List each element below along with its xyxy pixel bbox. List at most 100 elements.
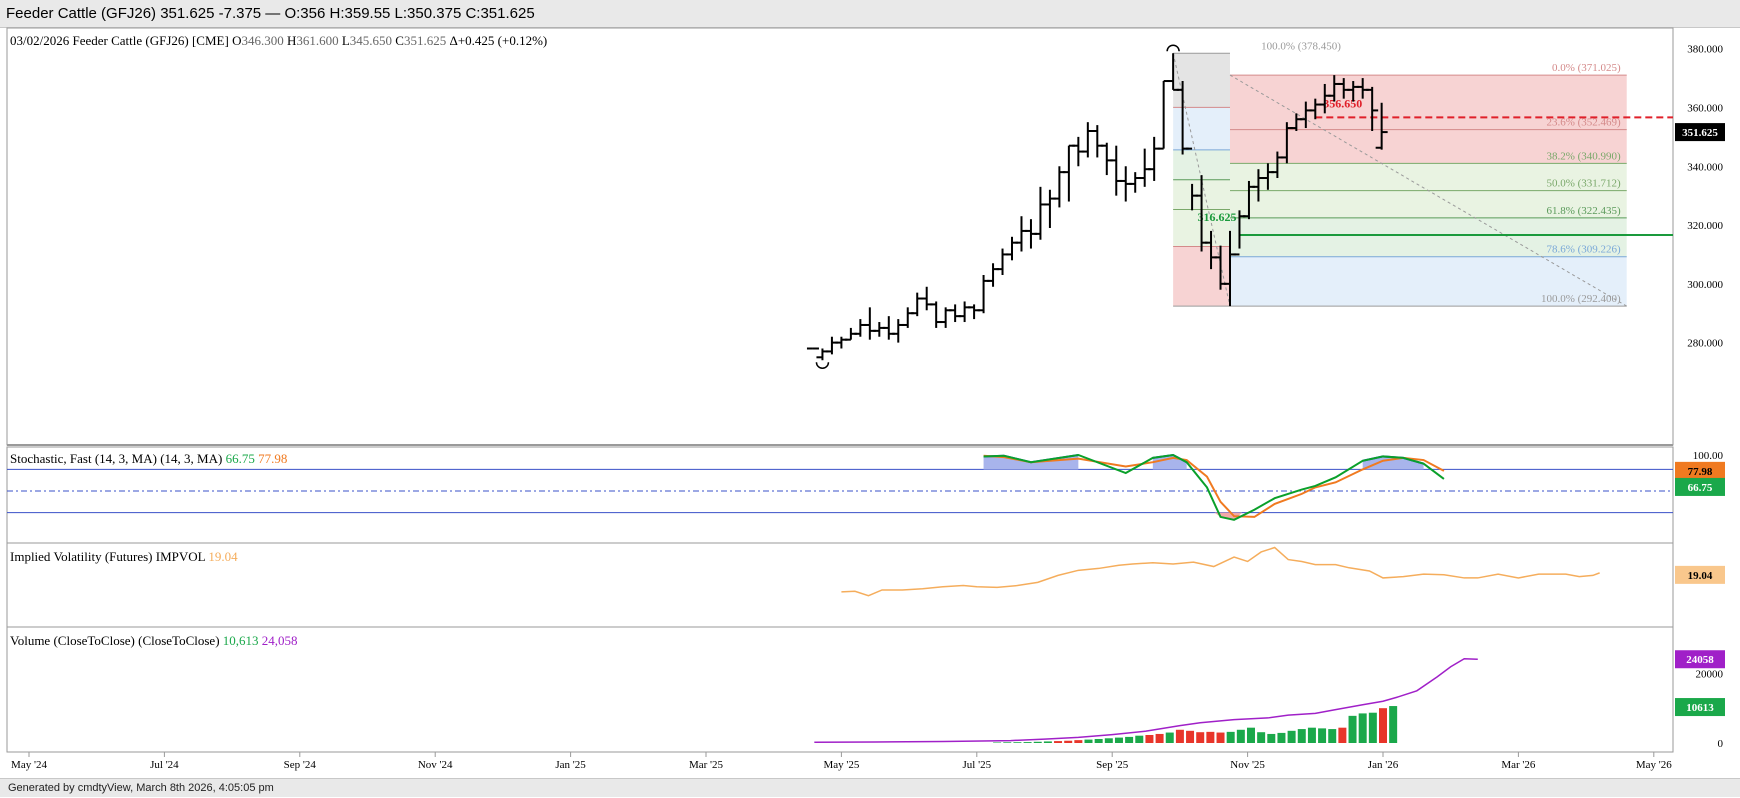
volume-bar[interactable] — [1094, 738, 1103, 743]
fib-level-label: 38.2% (340.990) — [1546, 150, 1621, 162]
volume-bar[interactable] — [1155, 733, 1164, 743]
volume-bar[interactable] — [1003, 742, 1012, 743]
volume-bar[interactable] — [1318, 728, 1327, 743]
volume-bar[interactable] — [1145, 734, 1154, 743]
volume-bar[interactable] — [1165, 732, 1174, 743]
stoch-k-line[interactable] — [983, 453, 1445, 521]
ohlc-bar[interactable] — [825, 336, 838, 355]
volume-bar[interactable] — [1257, 732, 1266, 743]
volume-bar[interactable] — [1074, 740, 1083, 743]
ohlc-bar[interactable] — [1034, 186, 1047, 240]
volume-bar[interactable] — [1328, 729, 1337, 743]
volume-bar[interactable] — [1023, 742, 1032, 743]
y-tick-label: 20000 — [1696, 668, 1724, 680]
volume-bar[interactable] — [993, 742, 1002, 743]
ohlc-bar[interactable] — [854, 319, 867, 337]
ohlc-bar[interactable] — [920, 286, 933, 311]
ohlc-bar[interactable] — [863, 307, 876, 340]
ohlc-bar[interactable] — [1110, 145, 1123, 196]
ohlc-bar[interactable] — [930, 301, 943, 328]
ohlc-bar[interactable] — [911, 292, 924, 317]
volume-bar[interactable] — [1013, 742, 1022, 743]
header-value: Implied Volatility (Futures) IMPVOL — [10, 549, 206, 564]
ohlc-bar[interactable] — [1157, 80, 1170, 150]
ohlc-bar[interactable] — [1366, 86, 1379, 131]
volume-bar[interactable] — [1348, 715, 1357, 743]
volume-header: Volume (CloseToClose) (CloseToClose) 10,… — [10, 633, 298, 648]
y-axis-ticks: 380.000 360.000 340.000 320.000 300.000 280.0… — [1687, 44, 1723, 750]
volume-bar[interactable] — [1135, 735, 1144, 743]
ohlc-bar[interactable] — [1129, 172, 1142, 193]
volume-bar[interactable] — [1358, 713, 1367, 743]
horizontal-line-label: 316.625 — [1197, 210, 1236, 224]
ohlc-bar[interactable] — [996, 248, 1009, 276]
ohlc-bar[interactable] — [987, 263, 1000, 287]
ohlc-bar[interactable] — [1015, 216, 1028, 252]
open-interest-line[interactable] — [814, 657, 1478, 744]
indicator-series — [7, 453, 1673, 744]
ohlc-bar[interactable] — [968, 304, 981, 320]
ohlc-bar[interactable] — [816, 348, 829, 361]
volume-bar[interactable] — [1064, 740, 1073, 743]
ohlc-bar[interactable] — [882, 316, 895, 340]
ohlc-bar[interactable] — [1081, 122, 1094, 158]
price-bars — [806, 44, 1388, 369]
volume-bar[interactable] — [1338, 727, 1347, 743]
volume-bar[interactable] — [1196, 732, 1205, 743]
volume-bar[interactable] — [1307, 727, 1316, 743]
volume-bar[interactable] — [1206, 731, 1215, 743]
impvol-header: Implied Volatility (Futures) IMPVOL 19.0… — [10, 549, 238, 564]
fib-band — [1229, 256, 1627, 307]
ohlc-bar[interactable] — [949, 304, 962, 323]
header-value: 19.04 — [208, 549, 238, 564]
volume-bar[interactable] — [1114, 737, 1123, 743]
ohlc-bar[interactable] — [1062, 144, 1075, 202]
ohlc-bar[interactable] — [958, 301, 971, 323]
volume-bar[interactable] — [1226, 731, 1235, 743]
impvol-line[interactable] — [841, 546, 1600, 597]
ohlc-bar[interactable] — [1100, 142, 1113, 176]
ohlc-bar[interactable] — [1006, 236, 1019, 261]
last-price-tag-label: 351.625 — [1682, 127, 1718, 139]
ohlc-bar[interactable] — [1043, 189, 1056, 228]
volume-bar[interactable] — [1246, 727, 1255, 743]
ohlc-bar[interactable] — [1148, 136, 1161, 181]
ohlc-bar[interactable] — [892, 319, 905, 343]
ohlc-bar[interactable] — [873, 322, 886, 337]
volume-bar[interactable] — [1084, 739, 1093, 743]
fib-band — [1173, 149, 1230, 180]
ohlc-bar[interactable] — [1091, 125, 1104, 158]
volume-bar[interactable] — [1389, 706, 1398, 743]
volume-bar[interactable] — [1104, 738, 1113, 743]
fibonacci-retracements: 100.0% (378.450)78.6% (360.035)61.8% (34… — [1172, 40, 1627, 307]
volume-bar[interactable] — [1186, 730, 1195, 743]
x-tick-label: Sep '25 — [1096, 759, 1129, 771]
volume-bar[interactable] — [1379, 708, 1387, 743]
volume-bar[interactable] — [1277, 732, 1286, 743]
volume-bar[interactable] — [1368, 712, 1377, 743]
volume-bar[interactable] — [1054, 741, 1063, 743]
ohlc-bar[interactable] — [835, 336, 848, 349]
stoch-d-tag-label: 77.98 — [1688, 466, 1713, 478]
ohlc-bar[interactable] — [1375, 102, 1388, 150]
volume-bar[interactable] — [1043, 741, 1052, 743]
y-tick-label: 0 — [1718, 738, 1724, 750]
oi-tag-bg — [1675, 650, 1725, 669]
volume-tag: 10613 — [1675, 698, 1725, 717]
header-h-value: 361.600 — [296, 33, 338, 48]
ohlc-bar[interactable] — [1138, 148, 1151, 187]
volume-bar[interactable] — [1267, 733, 1276, 743]
x-tick-label: May '25 — [823, 759, 859, 771]
header-c-value: 351.625 — [404, 33, 446, 48]
y-tick-label: 360.000 — [1687, 102, 1723, 114]
volume-bar[interactable] — [1216, 732, 1225, 743]
volume-bar[interactable] — [1287, 730, 1296, 743]
ohlc-bar[interactable] — [901, 307, 914, 328]
volume-bar[interactable] — [1125, 736, 1134, 743]
volume-bar[interactable] — [1236, 729, 1245, 743]
volume-bar[interactable] — [1175, 729, 1184, 743]
volume-bar[interactable] — [1033, 741, 1042, 743]
volume-bar[interactable] — [1297, 729, 1306, 743]
header-l-label: L — [342, 33, 350, 48]
